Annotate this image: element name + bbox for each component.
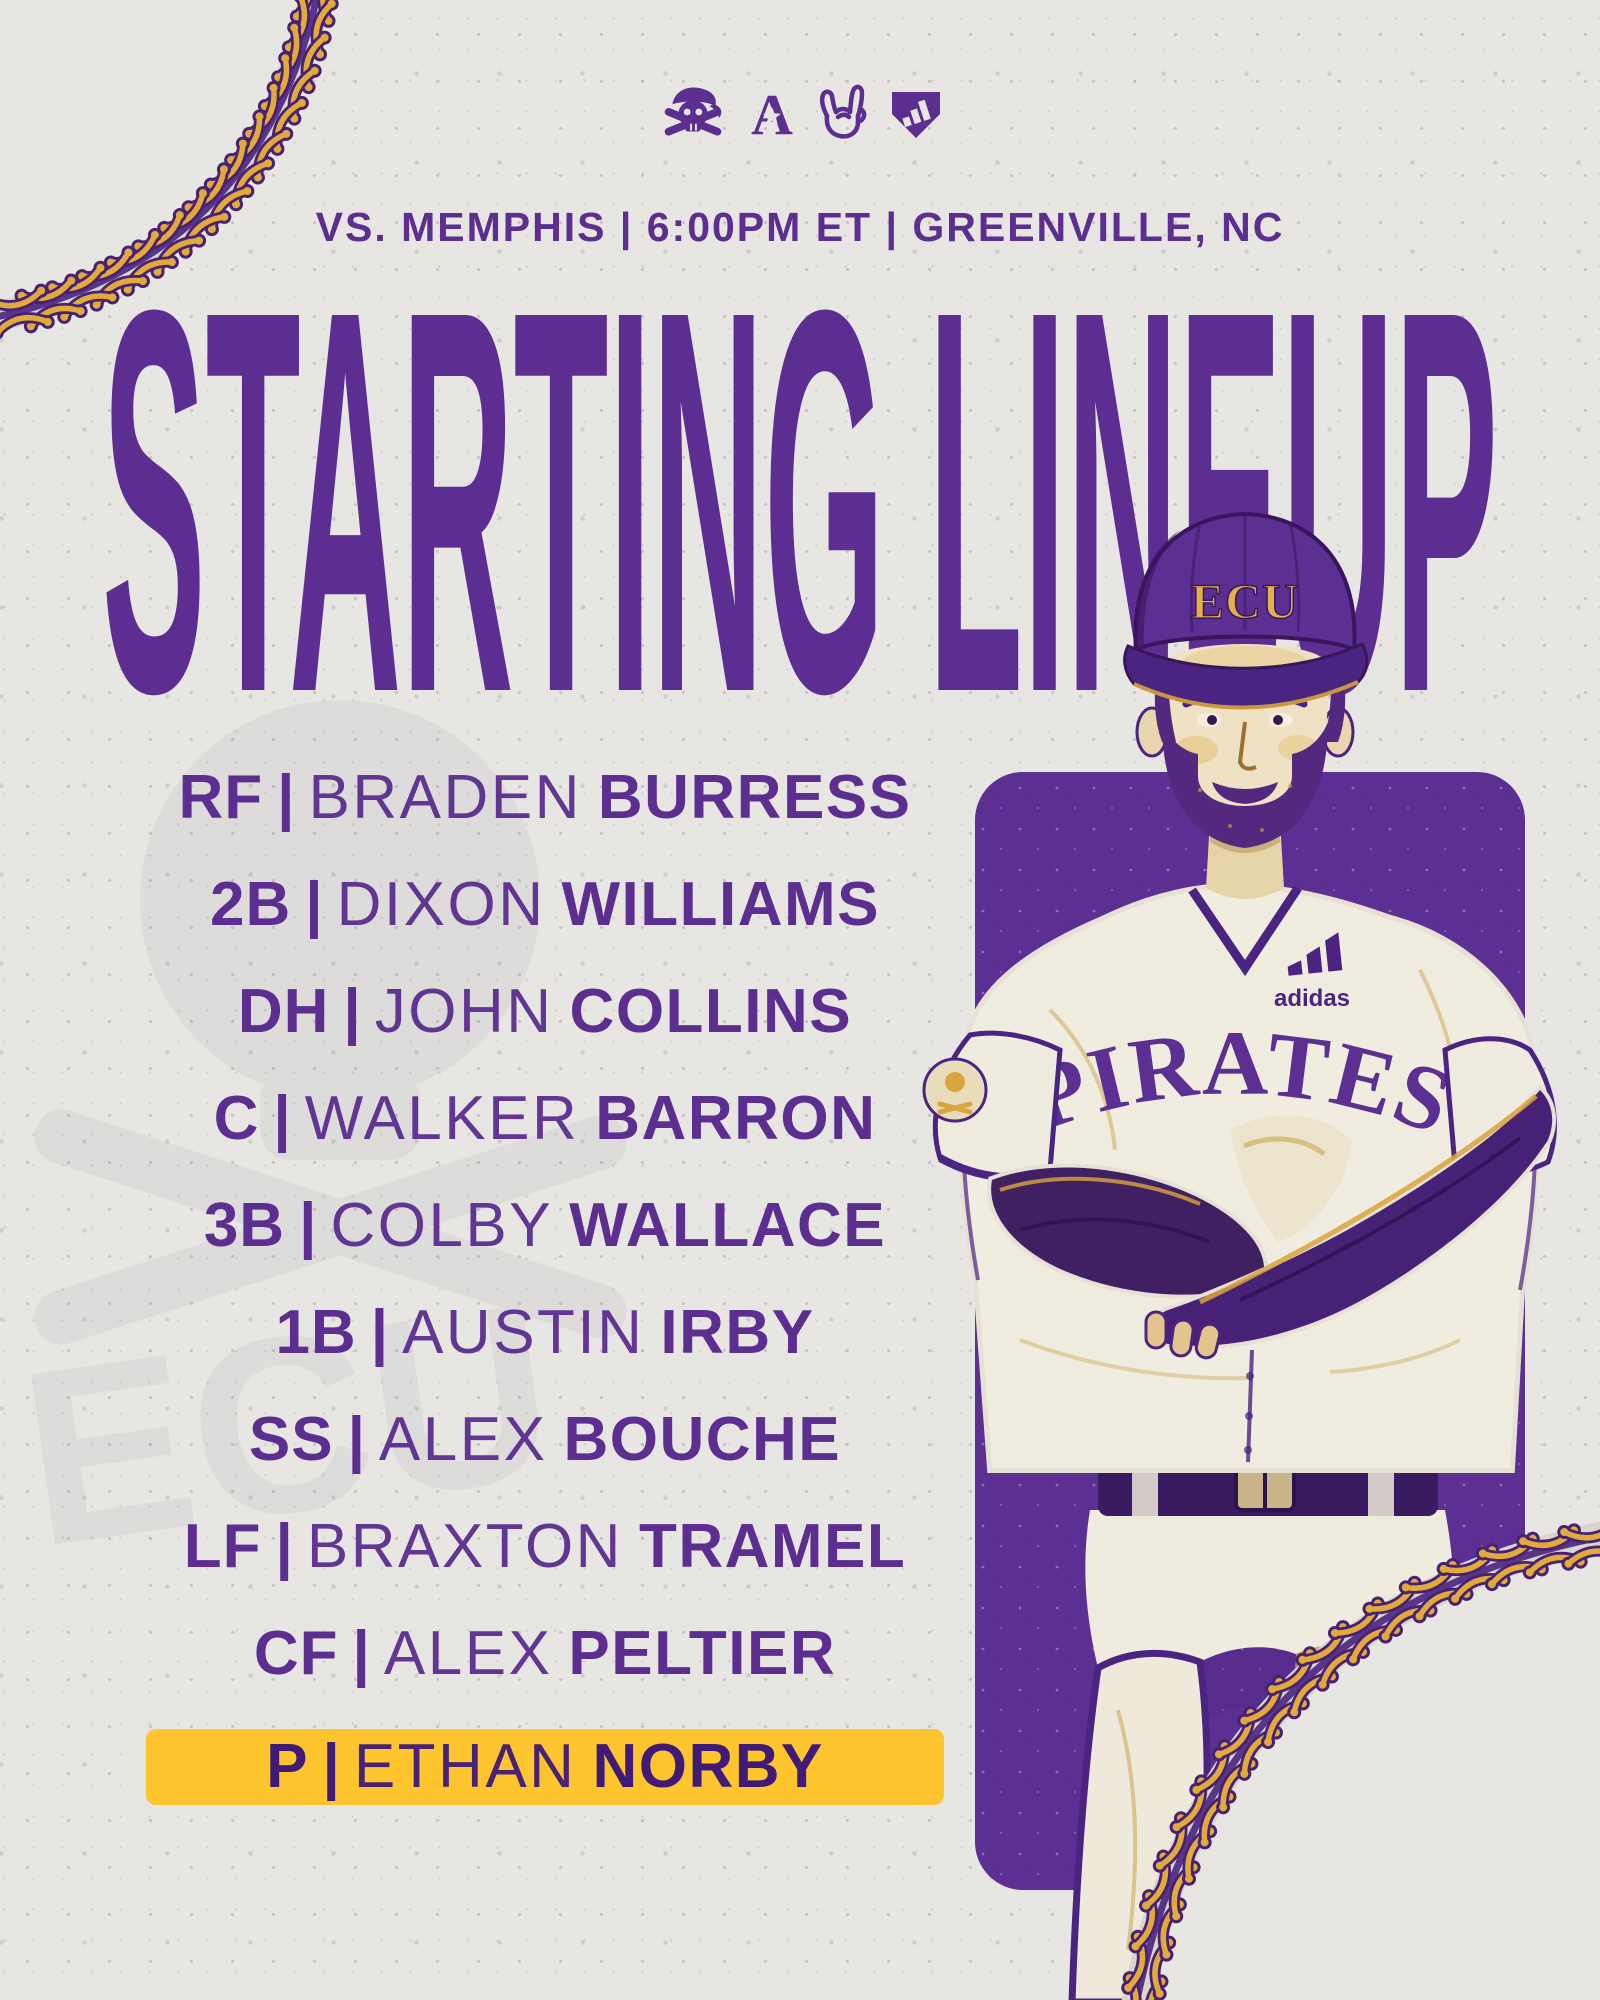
position-label: 1B bbox=[275, 1298, 357, 1367]
player-cap: ECU bbox=[1123, 511, 1369, 710]
position-label: DH bbox=[237, 977, 330, 1046]
player-belt bbox=[1098, 1454, 1438, 1522]
first-name: DIXON bbox=[336, 870, 546, 939]
last-name: PELTIER bbox=[568, 1619, 837, 1688]
first-name: ETHAN bbox=[353, 1732, 577, 1801]
adidas-home-plate-icon bbox=[892, 92, 940, 138]
position-label: C bbox=[213, 1084, 260, 1153]
lineup-row: LF | BRAXTON TRAMEL bbox=[100, 1493, 990, 1600]
position-label: 2B bbox=[210, 870, 292, 939]
jersey-brand-word: adidas bbox=[1274, 985, 1350, 1012]
position-label: P bbox=[266, 1732, 309, 1801]
first-name: ALEX bbox=[378, 1405, 548, 1474]
first-name: ALEX bbox=[383, 1619, 553, 1688]
cap-text: ECU bbox=[1191, 573, 1300, 629]
separator: | bbox=[277, 763, 295, 832]
position-label: RF bbox=[178, 763, 264, 832]
lineup-row: C | WALKER BARRON bbox=[100, 1065, 990, 1172]
separator: | bbox=[299, 1191, 317, 1260]
separator: | bbox=[347, 1405, 365, 1474]
last-name: TRAMEL bbox=[638, 1512, 907, 1581]
pirate-hand-sign-icon bbox=[819, 84, 867, 139]
lineup-row: 3B | COLBY WALLACE bbox=[100, 1172, 990, 1279]
last-name: BOUCHE bbox=[563, 1405, 842, 1474]
lineup-row-highlighted: P | ETHAN NORBY bbox=[100, 1729, 990, 1836]
ecu-pirate-logo-icon bbox=[664, 87, 722, 136]
separator: | bbox=[273, 1084, 291, 1153]
jersey-brand-logo: adidas bbox=[1274, 932, 1350, 1012]
first-name: BRAXTON bbox=[306, 1512, 623, 1581]
last-name: WALLACE bbox=[569, 1191, 887, 1260]
position-label: SS bbox=[248, 1405, 334, 1474]
last-name: IRBY bbox=[660, 1298, 815, 1367]
game-info: VS. MEMPHIS | 6:00PM ET | GREENVILLE, NC bbox=[315, 204, 1285, 250]
header-logos: A bbox=[0, 82, 1600, 144]
lineup-row: 1B | AUSTIN IRBY bbox=[100, 1279, 990, 1386]
sleeve-patch bbox=[922, 1057, 988, 1123]
separator: | bbox=[343, 977, 361, 1046]
separator: | bbox=[370, 1298, 389, 1367]
aac-logo-icon: A bbox=[751, 83, 793, 143]
first-name: WALKER bbox=[304, 1084, 580, 1153]
ecu-watermark-icon: ECU bbox=[7, 700, 627, 1599]
lineup-row: DH | JOHN COLLINS bbox=[100, 958, 990, 1065]
lineup-list: RF | BRADEN BURRESS 2B | DIXON WILLIAMS DH | JOH… bbox=[100, 744, 990, 1836]
lineup-row: CF | ALEX PELTIER bbox=[100, 1600, 990, 1707]
player-arms bbox=[987, 1084, 1557, 1360]
first-name: JOHN bbox=[374, 977, 554, 1046]
last-name: BARRON bbox=[595, 1084, 877, 1153]
lineup-row: 2B | DIXON WILLIAMS bbox=[100, 851, 990, 958]
first-name: COLBY bbox=[330, 1191, 554, 1260]
last-name: BURRESS bbox=[597, 763, 912, 832]
position-label: 3B bbox=[203, 1191, 286, 1260]
lineup-row: SS | ALEX BOUCHE bbox=[100, 1386, 990, 1493]
jersey-collar bbox=[1188, 885, 1302, 977]
separator: | bbox=[305, 870, 323, 939]
jersey-placket bbox=[1244, 1349, 1254, 1463]
position-label: CF bbox=[253, 1619, 339, 1688]
separator: | bbox=[352, 1619, 370, 1688]
last-name: COLLINS bbox=[569, 977, 853, 1046]
first-name: AUSTIN bbox=[402, 1298, 645, 1367]
separator: | bbox=[275, 1512, 293, 1581]
lineup-row: RF | BRADEN BURRESS bbox=[100, 744, 990, 851]
last-name: NORBY bbox=[592, 1732, 824, 1801]
last-name: WILLIAMS bbox=[561, 870, 880, 939]
separator: | bbox=[322, 1732, 340, 1801]
player-photo: PIRATES adidas bbox=[922, 511, 1557, 2000]
first-name: BRADEN bbox=[308, 763, 582, 832]
position-label: LF bbox=[183, 1512, 262, 1581]
pitcher-highlight-bar: P | ETHAN NORBY bbox=[146, 1729, 944, 1805]
